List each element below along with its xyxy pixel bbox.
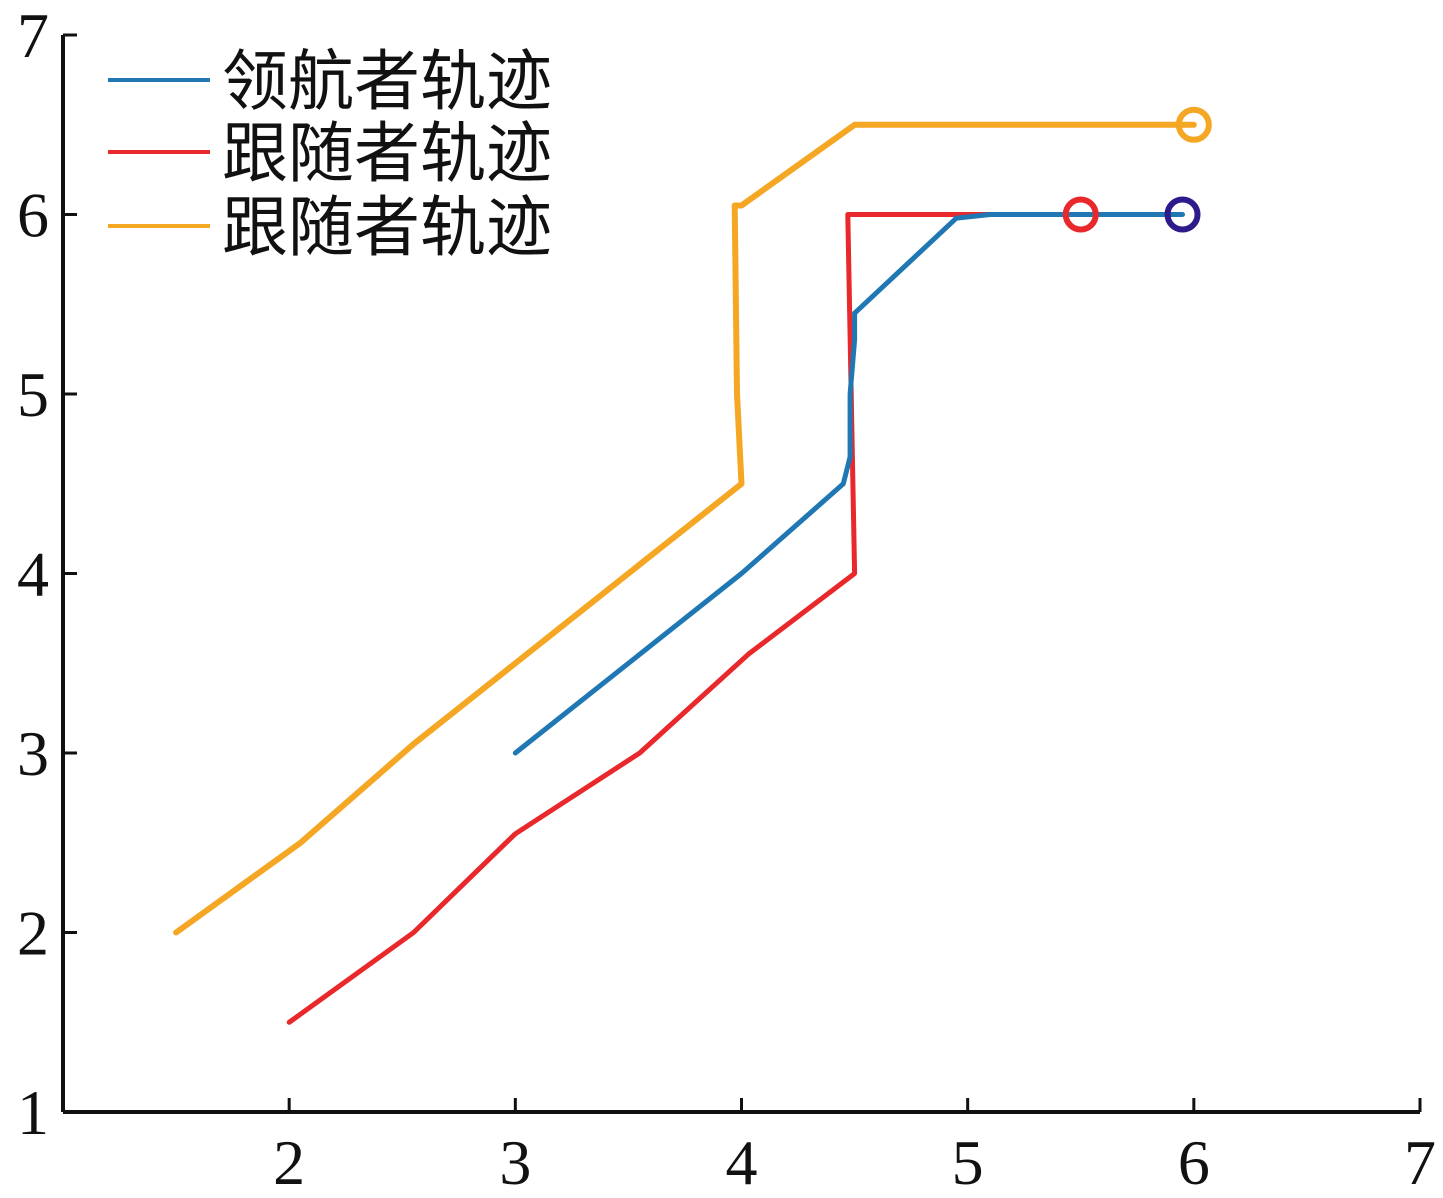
series-layer <box>173 121 1197 1025</box>
x-tick-label: 5 <box>952 1127 984 1193</box>
legend-label-2: 跟随者轨迹 <box>222 118 552 191</box>
legend-label-1: 领航者轨迹 <box>222 46 552 119</box>
y-tick-label: 5 <box>17 359 49 430</box>
x-tick-label: 6 <box>1178 1127 1210 1193</box>
series-end-marker-2 <box>1062 196 1099 233</box>
y-tick-label: 2 <box>17 898 49 969</box>
y-tick-label: 4 <box>17 539 49 610</box>
x-tick-label: 2 <box>273 1127 305 1193</box>
ticks-layer: 2 3 4 5 6 7 1 2 3 4 5 6 7 <box>17 0 1436 1198</box>
y-tick-label: 3 <box>17 718 49 789</box>
series-line-1 <box>512 212 1185 756</box>
legend-label-3: 跟随者轨迹 <box>222 192 552 265</box>
y-tick-label: 7 <box>17 0 49 71</box>
markers-layer <box>1062 106 1212 233</box>
y-tick-label: 6 <box>17 180 49 251</box>
series-line-3 <box>173 121 1197 936</box>
y-tick-label: 1 <box>17 1077 49 1148</box>
x-tick-label: 3 <box>499 1127 531 1193</box>
series-end-marker-3 <box>1175 106 1212 143</box>
x-tick-label: 4 <box>726 1127 758 1193</box>
series-end-marker-1 <box>1164 196 1201 233</box>
series-line-2 <box>286 212 1084 1025</box>
x-tick-label: 7 <box>1404 1127 1436 1193</box>
